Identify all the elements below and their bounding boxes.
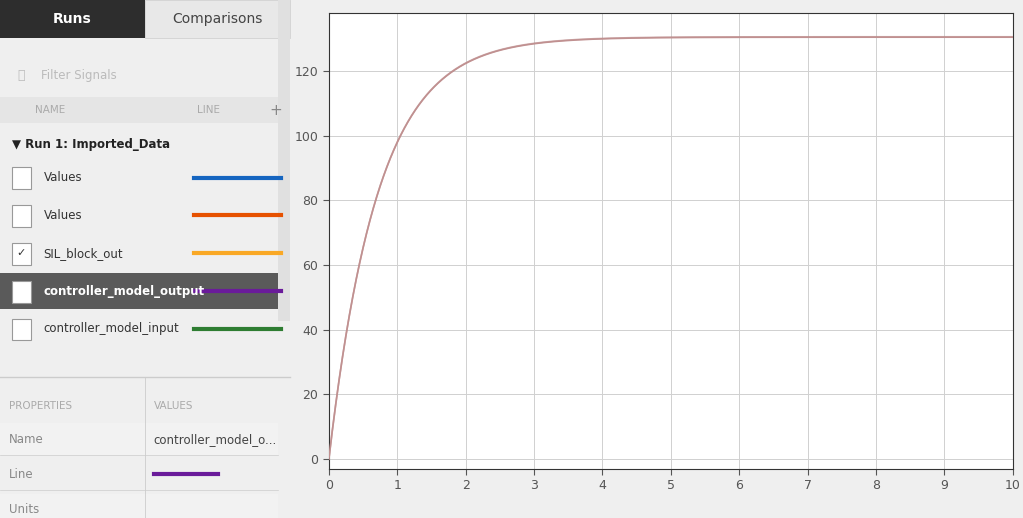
Bar xyxy=(0,274,290,309)
Bar xyxy=(0,423,278,455)
Bar xyxy=(145,0,290,38)
Text: ✓: ✓ xyxy=(16,248,27,258)
Bar xyxy=(278,192,290,321)
Text: NAME: NAME xyxy=(35,105,65,116)
Text: PROPERTIES: PROPERTIES xyxy=(9,400,72,411)
Text: Runs: Runs xyxy=(53,12,92,26)
Text: ✓: ✓ xyxy=(16,286,27,296)
Text: ⌕: ⌕ xyxy=(17,68,25,82)
Text: controller_model_input: controller_model_input xyxy=(44,322,179,336)
Text: Line: Line xyxy=(9,468,34,481)
Text: controller_model_o...: controller_model_o... xyxy=(153,433,277,446)
Text: Comparisons: Comparisons xyxy=(172,12,263,26)
Bar xyxy=(11,167,32,189)
Text: VALUES: VALUES xyxy=(153,400,193,411)
Bar xyxy=(11,281,32,303)
Bar xyxy=(11,205,32,227)
Text: Name: Name xyxy=(9,433,43,446)
Bar xyxy=(0,494,278,518)
Text: controller_model_output: controller_model_output xyxy=(44,284,205,298)
Text: Values: Values xyxy=(44,209,82,222)
Bar xyxy=(11,243,32,265)
Text: Filter Signals: Filter Signals xyxy=(41,68,117,82)
Bar xyxy=(278,0,290,321)
Bar xyxy=(0,0,145,38)
Text: +: + xyxy=(269,103,282,118)
Bar xyxy=(0,97,290,123)
Bar xyxy=(11,319,32,340)
Text: SIL_block_out: SIL_block_out xyxy=(44,247,123,260)
Text: Units: Units xyxy=(9,503,39,516)
Text: LINE: LINE xyxy=(197,105,220,116)
Text: ▼ Run 1: Imported_Data: ▼ Run 1: Imported_Data xyxy=(11,137,170,151)
Text: Values: Values xyxy=(44,171,82,184)
